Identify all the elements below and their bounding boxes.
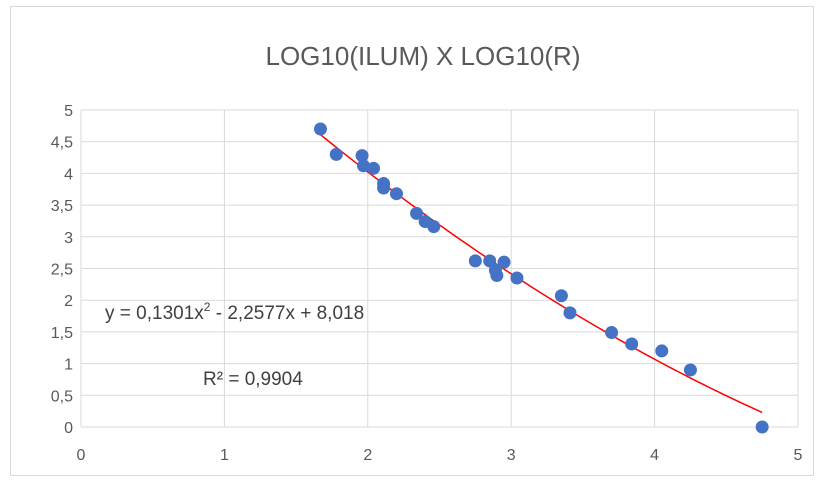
data-point xyxy=(510,271,524,285)
data-point xyxy=(490,268,504,282)
data-point xyxy=(410,206,424,220)
equation-exponent: 2 xyxy=(204,300,211,314)
y-tick-label: 2,5 xyxy=(51,262,73,279)
data-point xyxy=(655,344,669,358)
y-tick-label: 1,5 xyxy=(51,325,73,342)
data-point xyxy=(755,420,769,434)
x-tick-label: 2 xyxy=(363,447,372,464)
data-point xyxy=(468,254,482,268)
data-point xyxy=(483,254,497,268)
data-point xyxy=(329,147,343,161)
data-point xyxy=(605,326,619,340)
x-tick-label: 5 xyxy=(794,447,803,464)
equation-suffix: - 2,2577x + 8,018 xyxy=(210,303,364,324)
data-point xyxy=(554,289,568,303)
trendline-equation: y = 0,1301x2 - 2,2577x + 8,018 xyxy=(105,300,364,324)
y-tick-label: 3 xyxy=(64,230,73,247)
data-point xyxy=(563,306,577,320)
r-squared-label: R² = 0,9904 xyxy=(203,369,303,390)
data-point xyxy=(377,181,391,195)
y-tick-label: 3,5 xyxy=(51,198,73,215)
chart-area: LOG10(ILUM) X LOG10(R) 0 0,5 1 1,5 2 2,5 3 3,5 4… xyxy=(10,6,814,476)
y-tick-label: 1 xyxy=(64,357,73,374)
data-point xyxy=(313,122,327,136)
data-point xyxy=(389,187,403,201)
y-tick-label: 4,5 xyxy=(51,135,73,152)
data-point xyxy=(356,159,370,173)
data-points xyxy=(313,122,769,434)
y-tick-label: 4 xyxy=(64,166,73,183)
data-point xyxy=(625,337,639,351)
x-tick-label: 4 xyxy=(650,447,659,464)
y-axis-tick-labels: 0 0,5 1 1,5 2 2,5 3 3,5 4 4,5 5 xyxy=(51,103,73,437)
x-tick-label: 0 xyxy=(77,447,86,464)
gridlines xyxy=(80,109,799,428)
x-tick-label: 3 xyxy=(507,447,516,464)
x-tick-label: 1 xyxy=(220,447,229,464)
y-tick-label: 2 xyxy=(64,293,73,310)
data-point xyxy=(355,149,369,163)
y-tick-label: 0 xyxy=(64,420,73,437)
scatter-chart: LOG10(ILUM) X LOG10(R) 0 0,5 1 1,5 2 2,5 3 3,5 4… xyxy=(51,41,803,464)
chart-title: LOG10(ILUM) X LOG10(R) xyxy=(266,41,581,71)
data-point xyxy=(683,363,697,377)
data-point xyxy=(367,161,381,175)
x-axis-tick-labels: 0 1 2 3 4 5 xyxy=(77,447,803,464)
data-point xyxy=(497,255,511,269)
y-tick-label: 5 xyxy=(64,103,73,120)
data-point xyxy=(427,220,441,234)
y-tick-label: 0,5 xyxy=(51,388,73,405)
equation-prefix: y = 0,1301x xyxy=(105,303,204,324)
